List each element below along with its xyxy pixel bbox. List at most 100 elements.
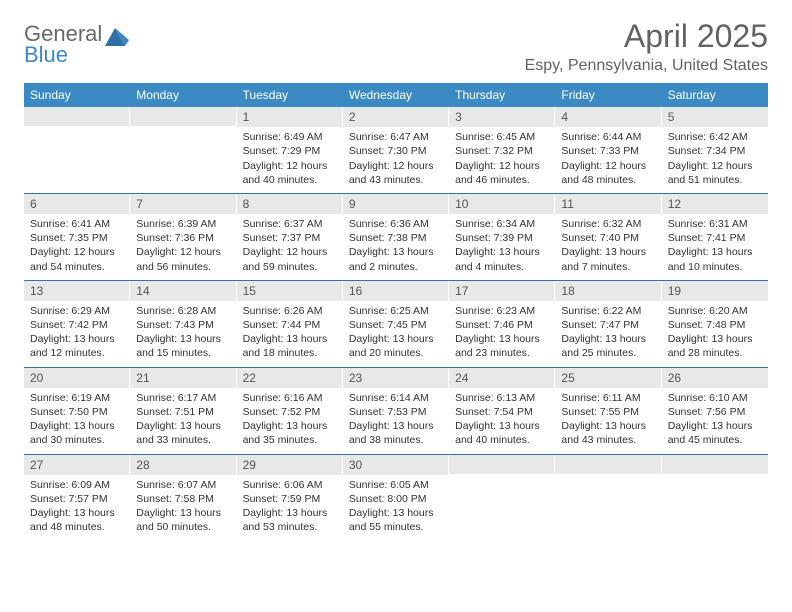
day-number: 18 [555,281,661,301]
calendar-cell: 8Sunrise: 6:37 AMSunset: 7:37 PMDaylight… [237,194,343,280]
daylight-text: Daylight: 13 hours and 30 minutes. [30,419,124,447]
day-number: 9 [343,194,449,214]
cell-body: Sunrise: 6:09 AMSunset: 7:57 PMDaylight:… [24,475,130,541]
cell-body: Sunrise: 6:17 AMSunset: 7:51 PMDaylight:… [130,388,236,454]
sunrise-text: Sunrise: 6:39 AM [136,217,230,231]
day-number: 21 [130,368,236,388]
cell-body: Sunrise: 6:34 AMSunset: 7:39 PMDaylight:… [449,214,555,280]
day-number: 2 [343,107,449,127]
calendar-cell: 9Sunrise: 6:36 AMSunset: 7:38 PMDaylight… [343,194,449,280]
sunrise-text: Sunrise: 6:07 AM [136,478,230,492]
day-number [130,107,236,126]
sunrise-text: Sunrise: 6:05 AM [349,478,443,492]
day-number: 22 [237,368,343,388]
calendar-row: 13Sunrise: 6:29 AMSunset: 7:42 PMDayligh… [24,281,768,368]
sunset-text: Sunset: 7:35 PM [30,231,124,245]
sunset-text: Sunset: 7:53 PM [349,405,443,419]
calendar-cell: 5Sunrise: 6:42 AMSunset: 7:34 PMDaylight… [662,107,768,193]
day-number: 28 [130,455,236,475]
sunrise-text: Sunrise: 6:29 AM [30,304,124,318]
cell-body: Sunrise: 6:44 AMSunset: 7:33 PMDaylight:… [555,127,661,193]
header: General Blue April 2025 Espy, Pennsylvan… [24,18,768,75]
day-number: 27 [24,455,130,475]
calendar-cell: 15Sunrise: 6:26 AMSunset: 7:44 PMDayligh… [237,281,343,367]
calendar-cell: 29Sunrise: 6:06 AMSunset: 7:59 PMDayligh… [237,455,343,541]
calendar-cell: 2Sunrise: 6:47 AMSunset: 7:30 PMDaylight… [343,107,449,193]
day-number: 10 [449,194,555,214]
daylight-text: Daylight: 13 hours and 28 minutes. [668,332,762,360]
logo-text: General Blue [24,24,102,66]
calendar-row: 6Sunrise: 6:41 AMSunset: 7:35 PMDaylight… [24,194,768,281]
sunset-text: Sunset: 7:55 PM [561,405,655,419]
sunrise-text: Sunrise: 6:31 AM [668,217,762,231]
calendar-cell: 20Sunrise: 6:19 AMSunset: 7:50 PMDayligh… [24,368,130,454]
cell-body: Sunrise: 6:47 AMSunset: 7:30 PMDaylight:… [343,127,449,193]
daylight-text: Daylight: 12 hours and 46 minutes. [455,159,549,187]
sunrise-text: Sunrise: 6:17 AM [136,391,230,405]
day-number: 11 [555,194,661,214]
sunrise-text: Sunrise: 6:14 AM [349,391,443,405]
sunset-text: Sunset: 7:46 PM [455,318,549,332]
calendar-header-row: Sunday Monday Tuesday Wednesday Thursday… [24,83,768,107]
sunrise-text: Sunrise: 6:26 AM [243,304,337,318]
calendar-cell: 7Sunrise: 6:39 AMSunset: 7:36 PMDaylight… [130,194,236,280]
cell-body: Sunrise: 6:28 AMSunset: 7:43 PMDaylight:… [130,301,236,367]
sunset-text: Sunset: 7:32 PM [455,144,549,158]
cell-body: Sunrise: 6:13 AMSunset: 7:54 PMDaylight:… [449,388,555,454]
day-number [449,455,555,474]
daylight-text: Daylight: 13 hours and 23 minutes. [455,332,549,360]
cell-body: Sunrise: 6:26 AMSunset: 7:44 PMDaylight:… [237,301,343,367]
title-block: April 2025 Espy, Pennsylvania, United St… [525,18,768,75]
weekday-header: Tuesday [237,83,343,107]
sunset-text: Sunset: 7:39 PM [455,231,549,245]
sunrise-text: Sunrise: 6:49 AM [243,130,337,144]
daylight-text: Daylight: 13 hours and 2 minutes. [349,245,443,273]
day-number: 16 [343,281,449,301]
cell-body: Sunrise: 6:05 AMSunset: 8:00 PMDaylight:… [343,475,449,541]
day-number: 14 [130,281,236,301]
daylight-text: Daylight: 13 hours and 45 minutes. [668,419,762,447]
daylight-text: Daylight: 13 hours and 15 minutes. [136,332,230,360]
day-number: 8 [237,194,343,214]
page: General Blue April 2025 Espy, Pennsylvan… [0,0,792,558]
day-number: 7 [130,194,236,214]
cell-body [130,126,236,135]
weekday-header: Monday [130,83,236,107]
calendar-cell: 1Sunrise: 6:49 AMSunset: 7:29 PMDaylight… [237,107,343,193]
sunset-text: Sunset: 7:45 PM [349,318,443,332]
calendar-cell: 4Sunrise: 6:44 AMSunset: 7:33 PMDaylight… [555,107,661,193]
logo-sail-icon [104,26,130,48]
cell-body: Sunrise: 6:20 AMSunset: 7:48 PMDaylight:… [662,301,768,367]
cell-body [555,474,661,483]
daylight-text: Daylight: 12 hours and 51 minutes. [668,159,762,187]
cell-body: Sunrise: 6:23 AMSunset: 7:46 PMDaylight:… [449,301,555,367]
sunrise-text: Sunrise: 6:06 AM [243,478,337,492]
sunset-text: Sunset: 7:40 PM [561,231,655,245]
page-subtitle: Espy, Pennsylvania, United States [525,57,768,75]
sunset-text: Sunset: 7:58 PM [136,492,230,506]
sunrise-text: Sunrise: 6:41 AM [30,217,124,231]
calendar-cell: 26Sunrise: 6:10 AMSunset: 7:56 PMDayligh… [662,368,768,454]
cell-body: Sunrise: 6:36 AMSunset: 7:38 PMDaylight:… [343,214,449,280]
weekday-header: Wednesday [343,83,449,107]
calendar-body: 1Sunrise: 6:49 AMSunset: 7:29 PMDaylight… [24,107,768,540]
calendar-cell: 27Sunrise: 6:09 AMSunset: 7:57 PMDayligh… [24,455,130,541]
weekday-header: Friday [555,83,661,107]
cell-body: Sunrise: 6:25 AMSunset: 7:45 PMDaylight:… [343,301,449,367]
logo-text-bottom: Blue [24,45,102,66]
cell-body: Sunrise: 6:37 AMSunset: 7:37 PMDaylight:… [237,214,343,280]
calendar-cell: 16Sunrise: 6:25 AMSunset: 7:45 PMDayligh… [343,281,449,367]
sunset-text: Sunset: 7:44 PM [243,318,337,332]
sunset-text: Sunset: 7:48 PM [668,318,762,332]
day-number: 13 [24,281,130,301]
sunset-text: Sunset: 7:41 PM [668,231,762,245]
cell-body [449,474,555,483]
sunset-text: Sunset: 7:54 PM [455,405,549,419]
sunset-text: Sunset: 8:00 PM [349,492,443,506]
daylight-text: Daylight: 13 hours and 40 minutes. [455,419,549,447]
sunset-text: Sunset: 7:38 PM [349,231,443,245]
calendar-cell: 23Sunrise: 6:14 AMSunset: 7:53 PMDayligh… [343,368,449,454]
daylight-text: Daylight: 13 hours and 25 minutes. [561,332,655,360]
calendar-cell: 28Sunrise: 6:07 AMSunset: 7:58 PMDayligh… [130,455,236,541]
cell-body: Sunrise: 6:49 AMSunset: 7:29 PMDaylight:… [237,127,343,193]
